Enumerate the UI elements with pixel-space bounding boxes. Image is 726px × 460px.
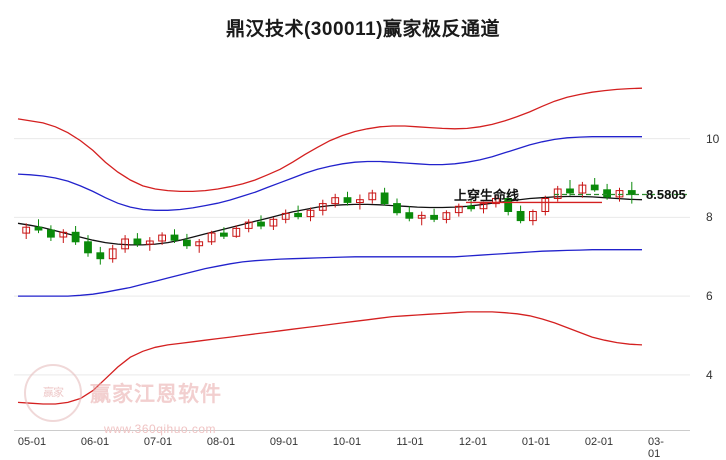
candle-body (516, 211, 525, 222)
candle-body (541, 198, 550, 212)
x-tick-label: 08-01 (206, 436, 236, 448)
band-line (17, 311, 643, 405)
y-tick-label: 6 (706, 289, 713, 304)
candle-body (578, 184, 587, 194)
watermark-text: 赢家江恩软件 (90, 383, 222, 406)
candle-body (121, 238, 129, 250)
candle-body (183, 239, 191, 247)
chart-page: 鼎汉技术(300011)赢家极反通道 4 6 8 10 05-01 06-01 07-01… (14, 19, 719, 460)
candle-body (417, 214, 426, 219)
x-tick-label: 06-01 (80, 436, 110, 448)
candle-body (318, 203, 327, 211)
candle-body (47, 229, 55, 238)
candle-body (133, 238, 142, 245)
candle-body (368, 192, 377, 201)
y-tick-label: 4 (706, 367, 713, 382)
x-tick-label: 03-01 (648, 436, 664, 460)
y-tick-label: 8 (706, 210, 713, 225)
annotation-label: 上穿生命线 (454, 187, 520, 203)
candle-body (257, 221, 265, 227)
candle-body (590, 184, 599, 191)
gridlines-group (14, 138, 690, 376)
candle-body (158, 234, 166, 242)
candle-body (615, 190, 624, 198)
candle-body (244, 221, 253, 229)
candle-body (479, 203, 488, 210)
candle-body (84, 241, 92, 254)
candle-body (627, 190, 636, 196)
plot-area: 4 6 8 10 05-01 06-01 07-01 08-01 09-01 10-01 11-0… (14, 52, 719, 460)
x-tick-label: 09-01 (269, 436, 299, 448)
candle-body (59, 231, 68, 238)
candle-body (269, 218, 278, 227)
candle-body (306, 209, 315, 218)
candle-body (356, 199, 364, 203)
watermark-url: www.360qihuo.com (104, 422, 217, 436)
candle-body (108, 248, 117, 260)
candle-body (34, 226, 43, 231)
candle-body (492, 198, 500, 205)
candle-body (504, 198, 513, 212)
candle-body (232, 227, 241, 237)
band-line (17, 87, 643, 193)
candle-body (170, 234, 179, 241)
candle-body (454, 205, 463, 214)
candle-body (331, 197, 340, 205)
x-tick-label: 01-01 (521, 436, 551, 448)
candle-body (467, 205, 476, 210)
candle-body (22, 226, 31, 234)
x-tick-label: 02-01 (584, 436, 614, 448)
x-tick-label: 05-01 (17, 436, 47, 448)
candle-body (442, 212, 451, 220)
candle-body (294, 212, 303, 218)
y-tick-label: 10 (706, 131, 720, 146)
candle-body (220, 232, 228, 237)
candle-body (529, 211, 537, 222)
x-tick-label: 07-01 (143, 436, 173, 448)
candle-body (603, 189, 612, 198)
channel-bands-group (17, 87, 643, 405)
candle-body (145, 240, 154, 245)
candlesticks-group (22, 178, 636, 265)
x-axis-line (14, 430, 690, 431)
candle-body (71, 231, 80, 243)
price-series-svg (14, 87, 690, 405)
chart-title: 鼎汉技术(300011)赢家极反通道 (225, 19, 500, 40)
candle-body (380, 192, 389, 205)
candle-body (393, 203, 401, 214)
x-tick-label: 11-01 (396, 436, 424, 448)
band-line (17, 136, 642, 211)
x-tick-label: 10-01 (332, 436, 362, 448)
overlay-group (466, 193, 690, 204)
candle-body (343, 197, 352, 203)
candle-body (207, 232, 216, 243)
candle-body (195, 241, 204, 247)
candle-body (405, 212, 414, 219)
band-line (18, 249, 642, 297)
candle-body (96, 252, 105, 260)
candle-body (566, 188, 574, 194)
candle-body (553, 188, 562, 199)
x-tick-label: 12-01 (458, 436, 488, 448)
candle-body (281, 212, 290, 220)
watermark: 赢家 赢家江恩软件 (24, 364, 222, 422)
last-price-label: 8.5805 (646, 186, 686, 202)
candle-body (430, 214, 439, 220)
watermark-seal: 赢家 (24, 364, 82, 422)
